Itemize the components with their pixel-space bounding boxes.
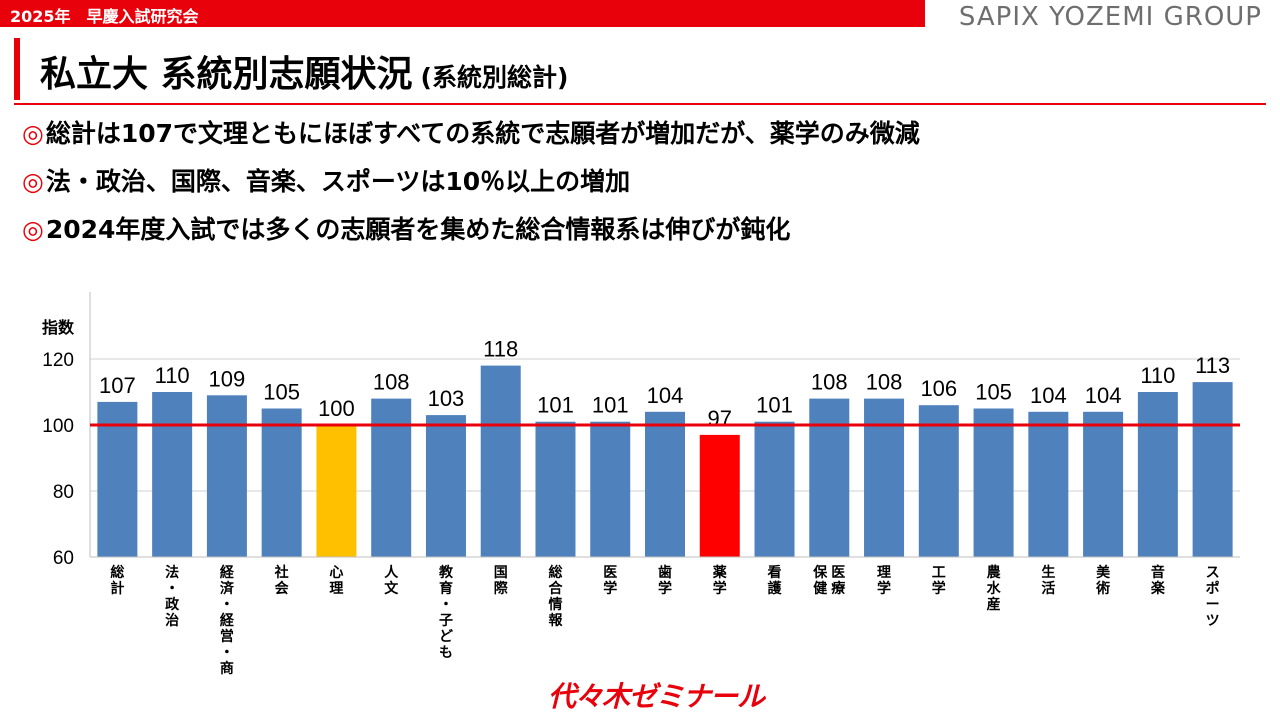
bar-value-label: 110 (1140, 363, 1175, 388)
bar (754, 421, 795, 557)
bar (152, 392, 193, 557)
bar (1137, 392, 1178, 557)
bullet-item: ◎法・政治、国際、音楽、スポーツは10％以上の増加 (22, 158, 920, 206)
header-bar-text: 2025年 早慶入試研究会 (10, 7, 199, 26)
x-tick-label: 保健 (812, 564, 828, 597)
bar (1083, 411, 1124, 557)
y-tick-label: 80 (53, 482, 74, 503)
x-tick-label: 総合情報 (548, 564, 563, 629)
x-tick-label: 美術 (1095, 564, 1111, 597)
bar (864, 398, 905, 557)
y-tick-label: 60 (53, 548, 74, 569)
brand-logo: SAPIX YOZEMI GROUP (958, 2, 1262, 32)
bar-value-label: 105 (263, 380, 300, 405)
bar-value-label: 110 (155, 363, 190, 388)
x-tick-label: 社会 (274, 564, 290, 597)
bar-value-label: 101 (592, 393, 629, 418)
bar (973, 408, 1014, 557)
x-tick-label: 工学 (932, 565, 946, 597)
bar (645, 411, 685, 557)
bar (1192, 382, 1233, 557)
bar (480, 365, 521, 557)
x-tick-label: スポーツ (1206, 565, 1220, 629)
x-tick-label: 理学 (877, 565, 891, 597)
x-tick-label: 歯学 (658, 564, 672, 597)
x-tick-label: 総計 (110, 564, 124, 597)
x-tick-label: 医療 (831, 565, 846, 597)
bar-value-label: 105 (975, 380, 1012, 405)
bar-value-label: 101 (537, 393, 574, 418)
slide-title: 私立大 系統別志願状況 (系統別総計) (40, 45, 568, 97)
bar-value-label: 108 (811, 370, 848, 395)
bar-value-label: 101 (756, 393, 793, 418)
bar (535, 421, 576, 557)
x-tick-label: 音楽 (1150, 564, 1166, 597)
bar (371, 398, 412, 557)
x-tick-label: 教育・子ども (439, 564, 454, 661)
bar (316, 425, 357, 557)
bar (1028, 411, 1069, 557)
bullet-item: ◎2024年度入試では多くの志願者を集めた総合情報系は伸びが鈍化 (22, 206, 920, 254)
x-tick-label: 法・政治 (165, 564, 180, 629)
bar (261, 408, 302, 557)
x-tick-label: 国際 (494, 565, 509, 597)
bar (206, 395, 247, 557)
bar (97, 401, 138, 557)
yoyogi-logo: 代々木ゼミナール (548, 680, 765, 713)
title-accent (14, 38, 20, 100)
bullet-list: ◎総計は107で文理ともにほぼすべての系統で志願者が増加だが、薬学のみ微減 ◎法… (22, 110, 920, 254)
x-tick-label: 経済・経営・商 (220, 564, 235, 677)
bar-value-label: 97 (708, 406, 732, 431)
bar-value-label: 109 (209, 366, 246, 391)
y-tick-label: 120 (42, 350, 74, 371)
slide-title-text: 私立大 系統別志願状況 (40, 54, 413, 95)
bar (590, 421, 631, 557)
bar-value-label: 100 (318, 396, 355, 421)
bullet-mark-icon: ◎ (22, 119, 44, 148)
x-tick-label: 農水産 (987, 564, 1002, 613)
bar-value-label: 103 (428, 386, 465, 411)
title-rule (14, 103, 1266, 105)
bullet-item: ◎総計は107で文理ともにほぼすべての系統で志願者が増加だが、薬学のみ微減 (22, 110, 920, 158)
x-tick-label: 医学 (603, 565, 617, 597)
bar-value-label: 108 (866, 370, 903, 395)
bar (809, 398, 850, 557)
bullet-text: 総計は107で文理ともにほぼすべての系統で志願者が増加だが、薬学のみ微減 (45, 119, 920, 148)
bullet-text: 2024年度入試では多くの志願者を集めた総合情報系は伸びが鈍化 (45, 215, 791, 244)
bar-value-label: 118 (483, 337, 518, 362)
y-axis-title: 指数 (42, 318, 75, 337)
bar (699, 434, 740, 557)
x-tick-label: 生活 (1041, 564, 1055, 597)
bullet-text: 法・政治、国際、音楽、スポーツは10％以上の増加 (45, 167, 631, 196)
bar-value-label: 107 (99, 373, 136, 398)
bullet-mark-icon: ◎ (22, 215, 44, 244)
bar (425, 415, 466, 557)
header-bar: 2025年 早慶入試研究会 (0, 0, 925, 27)
bar-value-label: 108 (373, 370, 410, 395)
bar-value-label: 104 (647, 383, 684, 408)
bullet-mark-icon: ◎ (22, 167, 44, 196)
x-tick-label: 薬学 (713, 564, 727, 597)
bar-value-label: 104 (1030, 383, 1067, 408)
x-tick-label: 心理 (329, 565, 343, 597)
x-tick-label: 看護 (767, 564, 783, 597)
bar-value-label: 106 (920, 376, 957, 401)
y-tick-label: 100 (42, 416, 74, 437)
bar-value-label: 113 (1195, 353, 1230, 378)
slide-subtitle: (系統別総計) (420, 63, 569, 92)
x-tick-label: 人文 (384, 564, 399, 597)
bar-value-label: 104 (1085, 383, 1122, 408)
bar (918, 405, 959, 557)
